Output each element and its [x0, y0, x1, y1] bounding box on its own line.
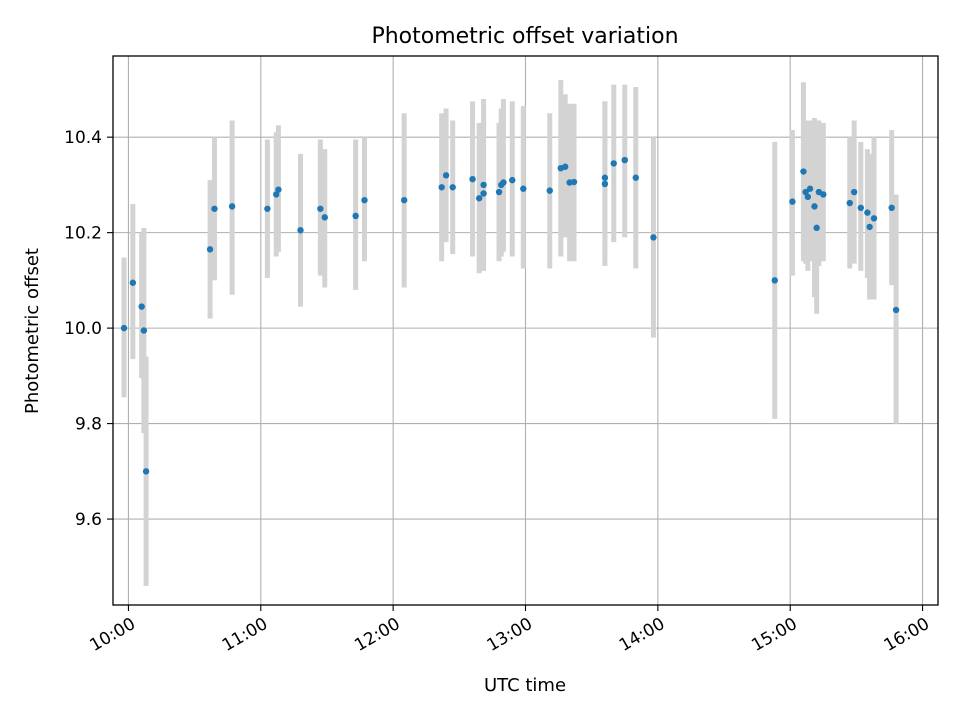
- data-point: [400, 196, 408, 204]
- data-point: [811, 203, 818, 210]
- x-tick-label: 14:00: [616, 614, 668, 656]
- x-tick-label: 13:00: [484, 614, 536, 656]
- data-point: [632, 174, 639, 181]
- data-point: [846, 199, 853, 207]
- data-point: [469, 175, 476, 183]
- data-point: [610, 160, 617, 167]
- data-point: [475, 195, 483, 202]
- data-point: [866, 223, 873, 231]
- data-point: [804, 193, 812, 201]
- data-point: [438, 184, 445, 191]
- data-point: [601, 174, 609, 181]
- x-tick-label: 16:00: [881, 614, 933, 656]
- data-point: [500, 179, 507, 186]
- data-point: [888, 204, 895, 212]
- data-point: [850, 188, 858, 196]
- x-axis-label: UTC time: [484, 675, 566, 696]
- data-point: [820, 191, 827, 198]
- data-points: [120, 156, 900, 475]
- data-point: [864, 209, 871, 216]
- x-tick-label: 11:00: [219, 614, 271, 656]
- data-point: [297, 227, 304, 234]
- data-point: [857, 204, 864, 212]
- data-point: [120, 324, 128, 332]
- data-point: [892, 306, 900, 314]
- data-point: [129, 279, 137, 286]
- data-point: [621, 156, 628, 164]
- error-bars: [121, 79, 899, 586]
- data-point: [802, 188, 809, 196]
- data-point: [264, 205, 271, 212]
- data-point: [789, 198, 796, 205]
- data-point: [138, 303, 145, 310]
- data-point: [509, 176, 516, 184]
- y-axis-label: Photometric offset: [22, 248, 43, 414]
- y-tick-label: 10.0: [64, 319, 102, 339]
- data-point: [800, 168, 807, 175]
- data-point: [870, 215, 878, 222]
- x-tick-label: 10:00: [87, 614, 139, 656]
- data-point: [601, 180, 609, 188]
- data-point: [570, 178, 578, 186]
- data-point: [480, 190, 487, 197]
- y-tick-label: 10.2: [64, 224, 102, 244]
- data-point: [562, 163, 569, 170]
- data-point: [442, 172, 450, 179]
- y-tick-label: 9.8: [75, 415, 102, 435]
- data-point: [771, 277, 778, 284]
- data-point: [273, 191, 280, 198]
- data-point: [352, 212, 359, 220]
- data-point: [520, 185, 527, 192]
- data-point: [275, 186, 282, 193]
- data-point: [495, 188, 503, 196]
- data-point: [650, 234, 657, 241]
- data-point: [546, 187, 553, 194]
- data-point: [806, 185, 814, 192]
- data-point: [211, 205, 218, 212]
- chart-title: Photometric offset variation: [371, 24, 678, 49]
- data-point: [321, 214, 328, 221]
- y-tick-label: 9.6: [75, 510, 102, 530]
- y-tick-label: 10.4: [64, 128, 102, 148]
- x-axis-ticks: 10:00 11:00 12:00 13:00 14:00 15:00 16:00: [87, 605, 933, 656]
- data-point: [449, 184, 456, 191]
- data-point: [140, 327, 148, 334]
- data-point: [228, 203, 236, 210]
- data-point: [480, 181, 487, 189]
- data-point: [361, 196, 368, 204]
- data-point: [317, 205, 324, 212]
- y-axis-ticks: 9.6 9.8 10.0 10.2 10.4: [64, 128, 113, 530]
- data-point: [813, 224, 820, 232]
- x-tick-label: 12:00: [351, 614, 403, 656]
- x-tick-label: 15:00: [748, 614, 800, 656]
- data-point: [142, 468, 150, 475]
- data-point: [206, 246, 214, 253]
